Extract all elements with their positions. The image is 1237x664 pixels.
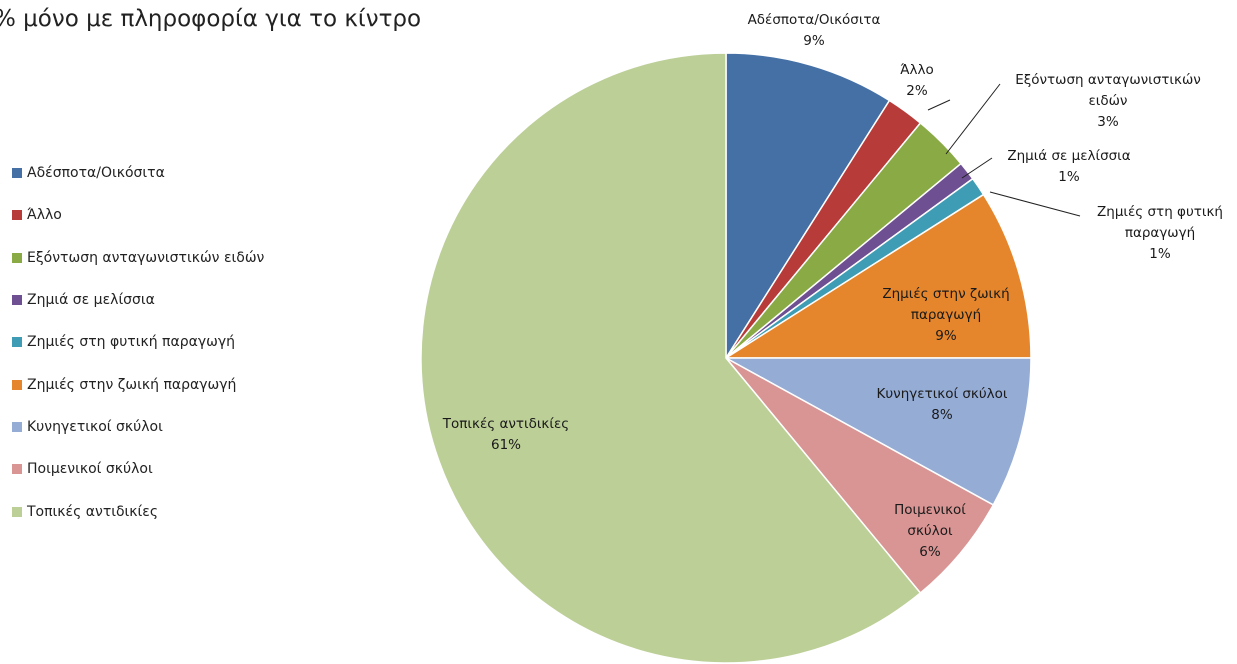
data-label-2: Άλλο 2%: [900, 62, 934, 99]
data-label-8-line-3: 6%: [919, 544, 941, 560]
data-label-4-line-1: Ζημιά σε μελίσσια: [1007, 148, 1130, 164]
legend-swatch: [12, 464, 22, 475]
data-label-7: Κυνηγετικοί σκύλοι 8%: [877, 386, 1008, 423]
pie-slice-6: [723, 193, 1032, 359]
data-label-5-line-1: Ζημιές στη φυτική: [1097, 204, 1223, 220]
data-label-1-line-1: Αδέσποτα/Οικόσιτα: [748, 12, 881, 28]
data-label-1: Αδέσποτα/Οικόσιτα 9%: [748, 12, 881, 49]
legend-swatch: [12, 168, 22, 179]
legend-label: Ζημιά σε μελίσσια: [27, 292, 155, 309]
legend-label: Άλλο: [27, 207, 62, 224]
data-label-4: Ζημιά σε μελίσσια 1%: [1007, 148, 1130, 185]
data-label-8-line-1: Ποιμενικοί: [894, 502, 966, 518]
data-label-9-line-2: 61%: [491, 437, 521, 453]
legend-swatch: [12, 506, 22, 517]
data-label-3: Εξόντωση ανταγωνιστικών ειδών 3%: [1015, 72, 1201, 130]
legend-label: Κυνηγετικοί σκύλοι: [27, 418, 163, 435]
legend-label: Ζημιές στη φυτική παραγωγή: [27, 334, 235, 351]
pie-slice-7: [725, 357, 1032, 506]
data-label-6-line-3: 9%: [935, 328, 957, 344]
legend-item-5: Ζημιές στη φυτική παραγωγή: [12, 321, 264, 363]
data-label-9-line-1: Τοπικές αντιδικίες: [442, 416, 569, 432]
data-label-5-line-3: 1%: [1149, 246, 1171, 262]
legend-swatch: [12, 295, 22, 306]
data-label-9: Τοπικές αντιδικίες 61%: [442, 416, 569, 453]
data-label-3-line-2: ειδών: [1089, 93, 1128, 109]
legend-swatch: [12, 421, 22, 432]
legend-item-3: Εξόντωση ανταγωνιστικών ειδών: [12, 237, 264, 279]
leader-line-3: [945, 83, 1001, 155]
data-label-4-line-2: 1%: [1058, 169, 1080, 185]
pie-slice-1: [725, 52, 891, 361]
legend-label: Ποιμενικοί σκύλοι: [27, 461, 153, 478]
data-label-6-line-1: Ζημιές στην ζωική: [882, 286, 1009, 302]
chart-title: % μόνο με πληροφορία για το κίντρο: [0, 6, 422, 32]
legend-swatch: [12, 379, 22, 390]
data-label-6-line-2: παραγωγή: [911, 307, 981, 323]
data-label-5-line-2: παραγωγή: [1125, 225, 1195, 241]
data-label-8-line-2: σκύλοι: [907, 523, 953, 539]
data-label-7-line-1: Κυνηγετικοί σκύλοι: [877, 386, 1008, 402]
chart-legend: Αδέσποτα/Οικόσιτα Άλλο Εξόντωση ανταγωνιστ…: [12, 152, 264, 533]
data-label-8: Ποιμενικοί σκύλοι 6%: [894, 502, 966, 560]
data-label-2-line-2: 2%: [906, 83, 928, 99]
leader-line-4: [961, 157, 993, 179]
legend-swatch: [12, 252, 22, 263]
legend-item-7: Κυνηγετικοί σκύλοι: [12, 406, 264, 448]
legend-label: Τοπικές αντιδικίες: [27, 503, 159, 520]
legend-item-1: Αδέσποτα/Οικόσιτα: [12, 152, 264, 194]
legend-label: Αδέσποτα/Οικόσιτα: [27, 165, 165, 182]
data-label-6: Ζημιές στην ζωική παραγωγή 9%: [882, 286, 1009, 344]
data-label-2-line-1: Άλλο: [900, 62, 934, 78]
legend-label: Εξόντωση ανταγωνιστικών ειδών: [27, 249, 265, 266]
leader-line-2: [927, 99, 951, 111]
data-label-5: Ζημιές στη φυτική παραγωγή 1%: [1097, 204, 1223, 262]
legend-item-6: Ζημιές στην ζωική παραγωγή: [12, 363, 264, 405]
legend-item-8: Ποιμενικοί σκύλοι: [12, 448, 264, 490]
data-label-3-line-3: 3%: [1097, 114, 1119, 130]
legend-item-4: Ζημιά σε μελίσσια: [12, 279, 264, 321]
data-label-7-line-2: 8%: [931, 407, 953, 423]
legend-item-9: Τοπικές αντιδικίες: [12, 490, 264, 532]
legend-swatch: [12, 337, 22, 348]
data-label-3-line-1: Εξόντωση ανταγωνιστικών: [1015, 72, 1201, 88]
legend-label: Ζημιές στην ζωική παραγωγή: [27, 376, 237, 393]
pie-slice-9: [420, 52, 922, 664]
legend-swatch: [12, 210, 22, 221]
legend-item-2: Άλλο: [12, 194, 264, 236]
leader-line-5: [989, 191, 1081, 217]
data-label-1-line-2: 9%: [803, 33, 825, 49]
